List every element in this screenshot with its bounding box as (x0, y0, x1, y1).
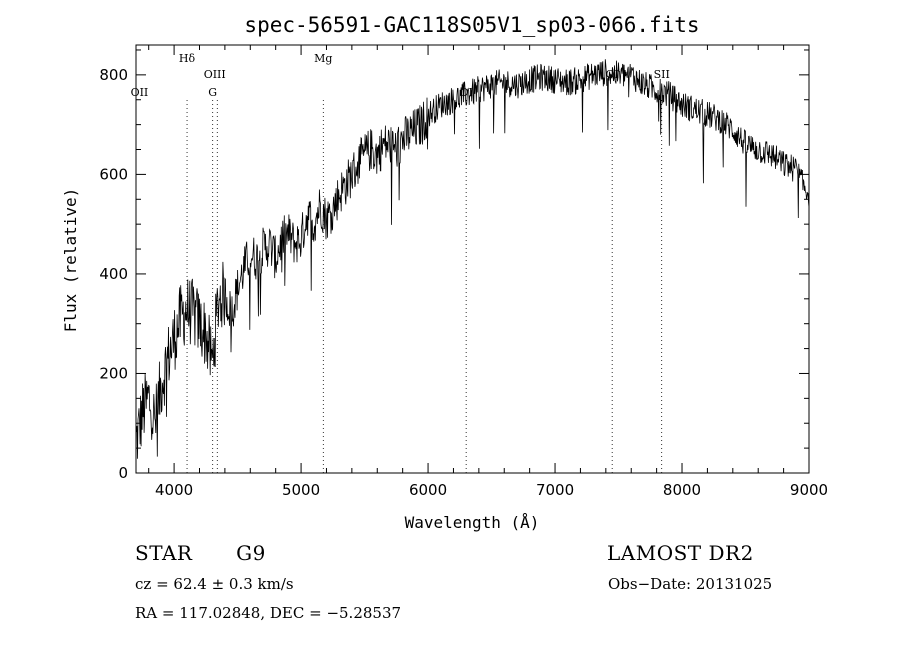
x-tick-label: 7000 (536, 481, 574, 499)
observation-date: Obs−Date: 20131025 (608, 575, 773, 593)
survey-label: LAMOST DR2 (607, 541, 754, 565)
x-tick-label: 6000 (409, 481, 447, 499)
annotation-label: G (208, 86, 217, 99)
annotation-label: Hδ (179, 52, 196, 65)
subclass-label: G9 (236, 541, 266, 565)
annotation-label: OIII (204, 68, 226, 81)
y-tick-label: 0 (118, 464, 128, 482)
spectrum-line (135, 59, 810, 459)
x-tick-label: 8000 (663, 481, 701, 499)
spectrum-plot: spec-56591-GAC118S05V1_sp03-066.fits 400… (61, 13, 828, 532)
y-tick-label: 200 (99, 364, 128, 382)
chart-title: spec-56591-GAC118S05V1_sp03-066.fits (244, 13, 699, 37)
redshift-velocity: cz = 62.4 ± 0.3 km/s (135, 575, 294, 593)
x-tick-label: 5000 (282, 481, 320, 499)
x-tick-label: 4000 (155, 481, 193, 499)
plot-frame (135, 44, 810, 474)
coordinates: RA = 117.02848, DEC = −5.28537 (135, 604, 402, 622)
y-tick-label: 800 (99, 66, 128, 84)
annotation-label: OII (131, 86, 149, 99)
class-label: STAR (135, 541, 193, 565)
spectrum-series (135, 59, 810, 459)
annotation-label: Mg (314, 52, 332, 65)
x-axis-label: Wavelength (Å) (405, 513, 540, 532)
x-tick-label: 9000 (790, 481, 828, 499)
y-tick-label: 600 (99, 165, 128, 183)
annotation-label: SII (654, 68, 670, 81)
y-tick-label: 400 (99, 265, 128, 283)
y-axis-label: Flux (relative) (61, 188, 80, 333)
object-class: STAR G9 (135, 541, 266, 565)
plot-axes: 4000 5000 6000 7000 8000 9000 0 200 400 600 800 (99, 44, 828, 499)
